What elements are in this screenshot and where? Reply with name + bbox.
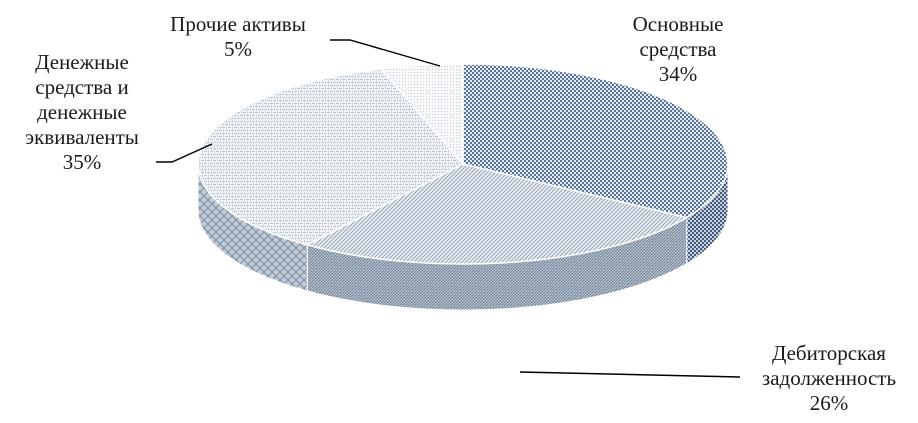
pie-slice-receivables <box>305 163 689 265</box>
slice-label-receivables: Дебиторская задолженность 26% <box>740 341 918 416</box>
slice-label-fixed-assets: Основные средства 34% <box>598 12 758 87</box>
pie-slice-other-assets <box>379 63 464 167</box>
slice-label-other-assets: Прочие активы 5% <box>146 12 330 62</box>
slice-value-cash: 35% <box>62 150 102 174</box>
leader-line-other-assets <box>330 39 441 67</box>
slice-value-fixed-assets: 34% <box>658 62 698 86</box>
slice-value-other-assets: 5% <box>224 37 252 61</box>
leader-line-cash <box>156 143 213 163</box>
leader-line-receivables <box>519 371 741 378</box>
slice-value-receivables: 26% <box>809 391 849 415</box>
slice-label-cash: Денежные средства и денежные эквиваленты… <box>8 50 156 175</box>
